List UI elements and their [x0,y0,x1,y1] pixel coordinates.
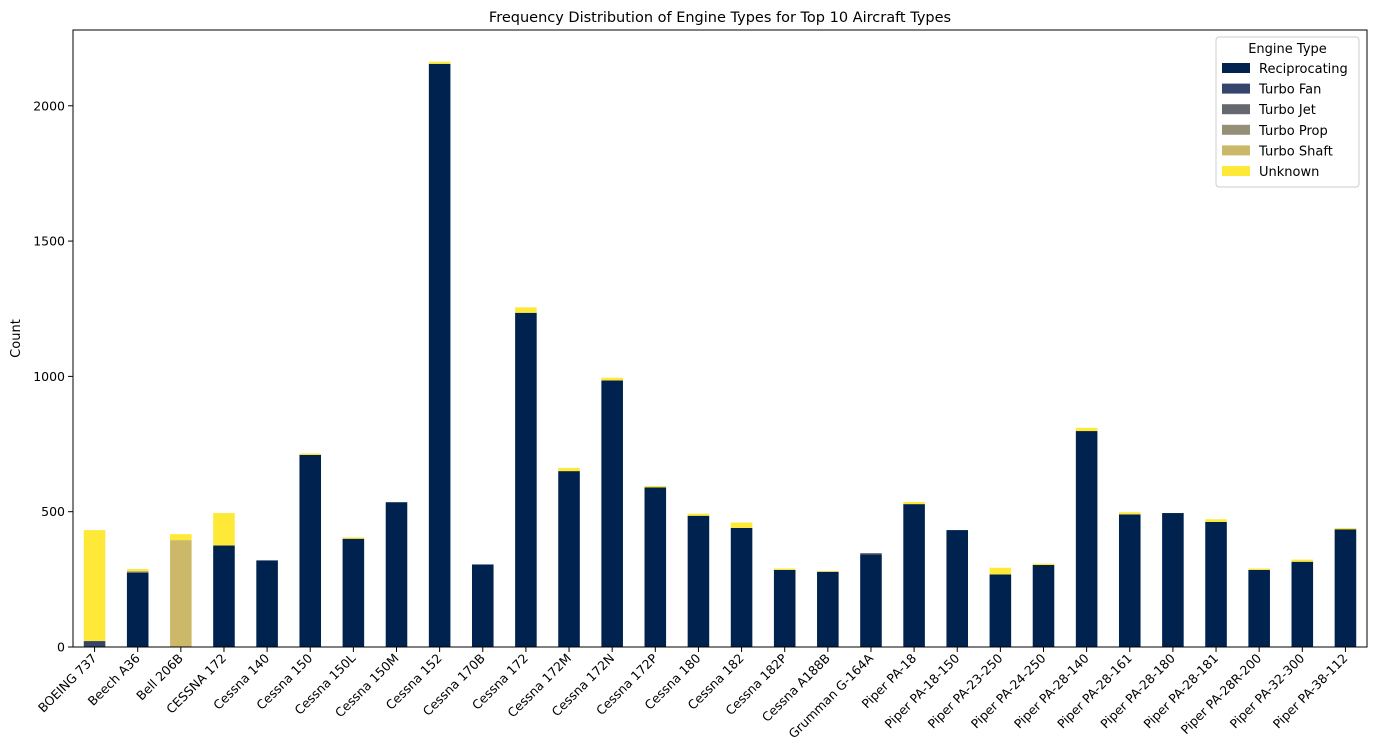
bar-segment [342,537,365,539]
x-tick-label: Piper PA-38-112 [1270,651,1351,732]
legend-label: Turbo Jet [1258,103,1316,118]
y-tick-label: 1500 [33,234,65,249]
bar-segment [1075,427,1098,432]
legend-label: Turbo Fan [1258,83,1321,98]
bar-segment [83,530,106,642]
bar-segment [817,570,839,572]
bar-segment [1334,527,1357,530]
x-tick-label: Piper PA-24-250 [968,650,1049,731]
bar-segment [342,538,365,647]
bar-segment [773,569,796,647]
bar-segment [299,454,322,647]
bar-segment [126,571,149,573]
legend-swatch [1222,63,1250,73]
x-tick-label: Piper PA-18-150 [882,650,963,731]
bar-segment [256,560,278,647]
plot-frame [72,29,1368,648]
bar-segment [989,567,1012,575]
y-tick-label: 0 [57,640,65,655]
bar-segment [989,574,1012,647]
bar-segment [601,380,623,647]
y-tick-label: 2000 [33,98,65,113]
bar-segment [1075,431,1098,647]
bar-segment [170,534,192,541]
bar-segment [1162,513,1184,647]
bar-segment [687,515,710,647]
bar-segment [1291,559,1314,562]
bar-segment [687,513,710,516]
bar-segment [946,530,969,647]
y-axis-ticks: 0 500 1000 1500 2000 [33,98,73,655]
bar-segment [644,485,667,488]
bar-segment [515,312,537,647]
bar-segment [601,377,623,381]
bar-segment [730,527,753,647]
x-tick-label: Piper PA-28-180 [1097,650,1178,731]
bar-segment [860,554,882,647]
x-tick-label: Piper PA-28-181 [1140,651,1221,732]
chart-title: Frequency Distribution of Engine Types f… [489,10,951,26]
x-tick-label: BOEING 737 [35,651,100,716]
bar-segment [558,471,580,647]
bar-segment [1118,514,1141,647]
legend-box [1215,36,1360,188]
y-tick-label: 1000 [33,369,65,384]
bar-segment [428,63,451,647]
bar-segment [558,467,580,472]
legend-label: Turbo Prop [1258,124,1328,139]
bar-segment [213,545,235,647]
bar-segment [1205,519,1227,522]
bar-segment [213,513,235,546]
y-axis-label: Count [9,319,24,358]
legend-swatch [1222,145,1250,156]
legend-swatch [1222,166,1250,176]
bar-segment [644,487,667,647]
y-tick-label: 500 [41,504,65,519]
bar-segment [903,501,925,505]
bar-segment [1118,512,1141,515]
x-tick-label: Piper PA-32-300 [1227,650,1308,731]
bar-segment [730,522,753,528]
bar-segment [817,571,839,647]
x-tick-label: Piper PA-23-250 [925,650,1006,731]
legend-swatch [1222,83,1250,94]
bar-segment [1032,565,1055,647]
legend-title: Engine Type [1248,42,1327,57]
bar-segment [126,569,149,572]
bar-segment [126,572,149,647]
bar-segment [428,61,451,64]
bar-segment [860,553,882,555]
bar-segment [773,568,796,570]
bar-segment [83,641,106,647]
bar-segment [471,564,494,647]
legend-swatch [1222,124,1250,135]
legend-swatch [1222,104,1250,115]
bar-segment [1205,521,1227,647]
bar-segment [1334,529,1357,647]
legend: Engine Type Reciprocating Turbo Fan Turbo … [1215,36,1360,188]
bar-segment [385,502,408,647]
bar-segment [1248,568,1270,570]
bar-segment [170,540,192,647]
bar-segment [299,453,322,455]
bar-segment [1291,561,1314,647]
bar-segment [1032,563,1055,566]
bar-segment [903,504,925,647]
x-tick-label: Piper PA-28-140 [1011,650,1092,731]
x-tick-label: Piper PA-28-161 [1054,651,1135,732]
legend-label: Reciprocating [1259,62,1348,77]
bars-group [83,61,1357,647]
x-tick-label: Piper PA-28R-200 [1178,650,1265,737]
legend-label: Turbo Shaft [1258,144,1333,159]
bar-segment [1248,569,1270,647]
bar-segment [515,307,537,313]
legend-label: Unknown [1259,165,1319,180]
